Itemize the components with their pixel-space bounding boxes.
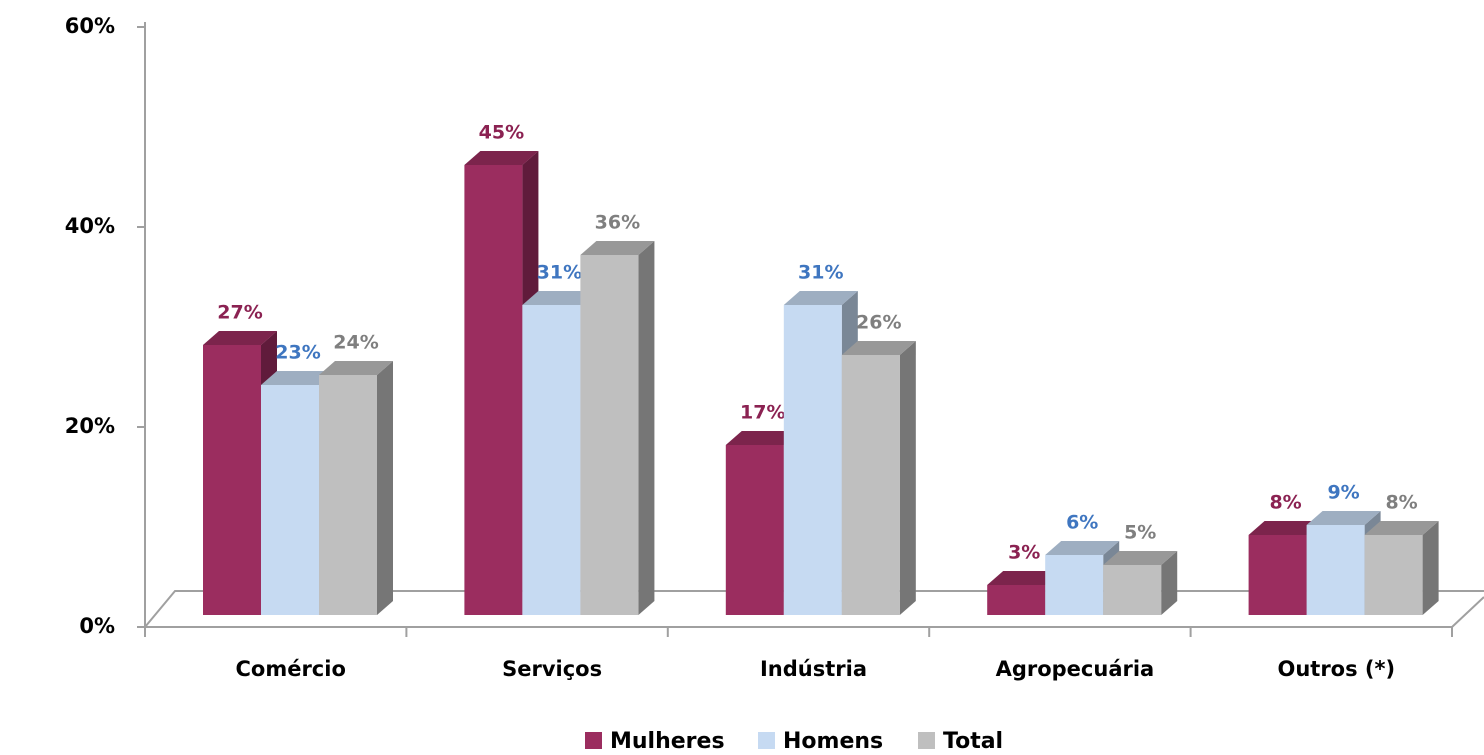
bar-side-shade xyxy=(1422,521,1439,615)
bar-side xyxy=(377,361,393,615)
legend-label: Homens xyxy=(783,729,883,754)
data-label: 36% xyxy=(595,212,640,234)
bar xyxy=(1045,555,1104,615)
data-label: 17% xyxy=(740,402,785,424)
bar-top xyxy=(261,371,335,385)
bar-side xyxy=(1161,551,1178,615)
bar-top-shade xyxy=(580,241,655,255)
bar-top-shade xyxy=(464,151,539,165)
bar xyxy=(319,375,377,615)
bar-side-shade xyxy=(1161,551,1178,615)
legend-swatch xyxy=(918,732,935,749)
bar xyxy=(725,445,784,615)
bar xyxy=(841,355,900,615)
x-tick-label: Serviços xyxy=(502,657,602,681)
bar-top xyxy=(1248,521,1323,535)
bar-top-shade xyxy=(319,361,393,375)
legend-label: Total xyxy=(943,729,1003,754)
bar xyxy=(261,385,319,615)
data-label: 9% xyxy=(1327,482,1359,504)
bar xyxy=(580,255,639,615)
bar-top-shade xyxy=(1103,551,1178,565)
bar-top-shade xyxy=(261,371,335,385)
data-label: 3% xyxy=(1008,542,1040,564)
y-tick-label: 60% xyxy=(65,14,115,38)
data-label: 23% xyxy=(275,342,320,364)
bar xyxy=(1103,565,1162,615)
bar-top xyxy=(1306,511,1381,525)
bar-top-shade xyxy=(1364,521,1439,535)
data-label: 31% xyxy=(537,262,582,284)
bar xyxy=(203,345,261,615)
bar-top-shade xyxy=(1045,541,1120,555)
bar-top-shade xyxy=(987,571,1062,585)
bar-top-shade xyxy=(522,291,597,305)
bar xyxy=(464,165,523,615)
bar-top xyxy=(580,241,655,255)
data-label: 8% xyxy=(1385,492,1417,514)
bar-side xyxy=(1422,521,1439,615)
bar xyxy=(783,305,842,615)
data-label: 8% xyxy=(1269,492,1301,514)
bar-top xyxy=(841,341,916,355)
bar-top-shade xyxy=(1306,511,1381,525)
bar-top xyxy=(1364,521,1439,535)
data-label: 31% xyxy=(798,262,843,284)
data-label: 6% xyxy=(1066,512,1098,534)
bar xyxy=(1248,535,1307,615)
bar-side xyxy=(899,341,916,615)
bar-top xyxy=(203,331,277,345)
bar-top xyxy=(987,571,1062,585)
data-label: 26% xyxy=(856,312,901,334)
data-label: 5% xyxy=(1124,522,1156,544)
bar-side-shade xyxy=(899,341,916,615)
floor-edge xyxy=(1451,596,1484,628)
bar-side-shade xyxy=(377,361,393,615)
bar xyxy=(1364,535,1423,615)
x-tick-label: Outros (*) xyxy=(1277,657,1395,681)
bar xyxy=(1306,525,1365,615)
data-label: 24% xyxy=(333,332,378,354)
bar-top xyxy=(464,151,539,165)
bar-top-shade xyxy=(203,331,277,345)
x-tick-label: Agropecuária xyxy=(996,657,1155,681)
bar-top xyxy=(783,291,858,305)
bar xyxy=(987,585,1046,615)
bar-top xyxy=(1045,541,1120,555)
bar-top-shade xyxy=(1248,521,1323,535)
data-label: 45% xyxy=(479,122,524,144)
bar-top xyxy=(522,291,597,305)
legend-swatch xyxy=(585,732,602,749)
legend-swatch xyxy=(758,732,775,749)
bar-top xyxy=(1103,551,1178,565)
x-tick-label: Comércio xyxy=(235,657,345,681)
bar-top-shade xyxy=(841,341,916,355)
data-label: 27% xyxy=(217,302,262,324)
bar-side xyxy=(638,241,655,615)
bar-top xyxy=(725,431,800,445)
bar-top xyxy=(319,361,393,375)
y-tick-label: 40% xyxy=(65,214,115,238)
bar-side-shade xyxy=(638,241,655,615)
legend-label: Mulheres xyxy=(610,729,725,754)
y-tick-label: 20% xyxy=(65,414,115,438)
y-tick-label: 0% xyxy=(79,614,115,638)
bar xyxy=(522,305,581,615)
bar-top-shade xyxy=(725,431,800,445)
bar-top-shade xyxy=(783,291,858,305)
x-tick-label: Indústria xyxy=(760,657,867,681)
